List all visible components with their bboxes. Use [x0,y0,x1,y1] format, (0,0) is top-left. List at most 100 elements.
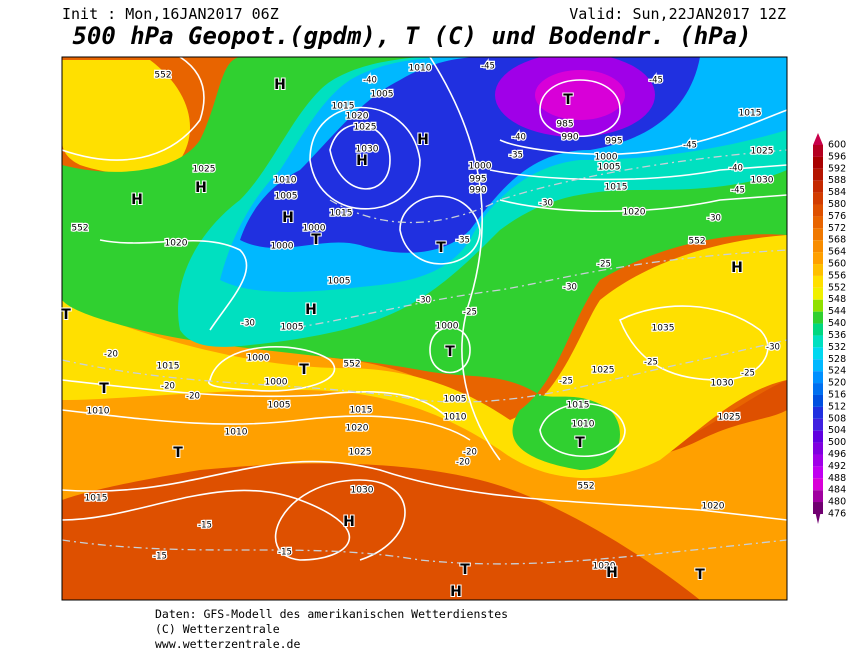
map-label: H [450,584,462,600]
scale-swatch [813,299,823,312]
scale-swatch [813,264,823,276]
scale-swatch [813,145,823,157]
temperature-labels: -40 -45 -45 -40 -35 -45 -40 -45 -30 -30 … [103,60,781,563]
map-label: 552 [71,224,88,234]
map-label: T [299,362,309,378]
scale-label: 500 [828,437,846,448]
temp-label: -25 [741,369,755,379]
footer-line: www.wetterzentrale.de [155,637,300,651]
temp-label: -15 [198,521,212,531]
scale-swatch [813,430,823,443]
temp-label: -30 [417,296,431,306]
map-label: 1025 [718,413,741,423]
map-label: 552 [577,482,594,492]
map-label: 1010 [225,428,248,438]
map-label: H [606,565,618,581]
scale-swatch [813,168,823,181]
scale-label: 584 [828,187,846,198]
scale-label: 528 [828,354,846,365]
temp-label: -20 [456,458,470,468]
map-label: 1030 [751,176,774,186]
scale-label: 596 [828,151,846,162]
map-label: T [460,562,470,578]
scale-label: 536 [828,330,846,341]
field-magenta [535,70,625,120]
temp-label: -30 [241,319,255,329]
scale-label: 564 [828,247,846,258]
map-label: 990 [561,133,578,143]
map-label: 1005 [598,163,621,173]
scale-swatch [813,394,823,407]
scale-label: 492 [828,461,846,472]
scale-swatch [813,454,823,467]
scale-label: 476 [828,509,846,520]
scale-label: 556 [828,270,846,281]
temp-label: -15 [153,552,167,562]
scale-label: 544 [828,306,846,317]
map-label: 552 [343,360,360,370]
map-label: 1005 [328,277,351,287]
map-label: 552 [154,71,171,81]
scale-label: 548 [828,294,846,305]
temp-label: -20 [463,448,477,458]
map-field [62,57,787,600]
temp-label: -45 [481,62,495,72]
map-label: 990 [469,186,486,196]
map-label: 1000 [265,378,288,388]
scale-swatch [813,204,823,217]
temp-label: -45 [683,141,697,151]
scale-swatch [813,287,823,300]
scale-swatch [813,359,823,372]
temp-label: -40 [512,133,526,143]
scale-label: 552 [828,282,846,293]
map-labels: 552 H 1010 1005 1015 1020 1025 H 1030 H … [60,62,775,601]
temp-label: -45 [649,76,663,86]
scale-label: 560 [828,259,846,270]
scale-swatch [813,490,823,503]
map-title: 500 hPa Geopot.(gpdm), T (C) und Bodendr… [72,22,751,50]
scale-swatch [813,156,823,169]
map-label: T [99,381,109,397]
scale-swatch [813,466,823,479]
map-label: H [305,302,317,318]
scale-label: 588 [828,175,846,186]
map-label: 1010 [409,64,432,74]
scale-swatch [813,418,823,431]
map-label: 1030 [356,145,379,155]
map-label: 1000 [436,322,459,332]
map-label: 1015 [330,209,353,219]
temp-label: -25 [559,377,573,387]
footer-line: (C) Wetterzentrale [155,622,280,636]
map-label: H [195,180,207,196]
scale-swatch [813,216,823,229]
map-label: 1015 [157,362,180,372]
scale-label: 580 [828,199,846,210]
scale-swatch [813,240,823,253]
map-label: 1005 [275,192,298,202]
map-label: 1010 [572,420,595,430]
scale-swatch [813,502,823,514]
map-label: 1010 [87,407,110,417]
map-label: T [563,92,573,108]
field-yellow-nw [62,60,190,174]
map-label: T [61,307,71,323]
map-label: 1035 [652,324,675,334]
map-label: H [343,514,355,530]
scale-label: 576 [828,211,846,222]
map-label: 995 [605,137,622,147]
map-label: 1025 [349,448,372,458]
temp-label: -30 [766,343,780,353]
scale-label: 512 [828,401,846,412]
temp-label: -30 [707,214,721,224]
map-label: 1005 [444,395,467,405]
map-label: T [173,445,183,461]
map-label: 1000 [271,242,294,252]
temp-label: -25 [597,260,611,270]
scale-swatch [813,311,823,324]
map-label: 1025 [193,165,216,175]
scale-cap [813,133,823,145]
map-label: 1005 [371,90,394,100]
scale-swatch [813,335,823,348]
temp-label: -30 [539,199,553,209]
